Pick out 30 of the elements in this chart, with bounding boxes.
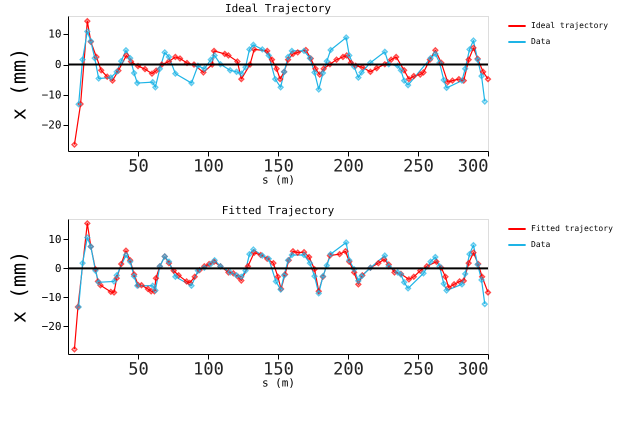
x-tick-label: 300 bbox=[458, 360, 488, 380]
x-tick-label: 150 bbox=[263, 156, 294, 176]
y-tick-label: 0 bbox=[54, 262, 62, 275]
y-tick-label: −10 bbox=[42, 290, 62, 304]
y-tick-label: 0 bbox=[54, 58, 62, 72]
x-axis-title: s (m) bbox=[262, 174, 296, 186]
y-tick-label: −20 bbox=[42, 320, 62, 333]
x-tick-label: 150 bbox=[263, 360, 294, 380]
x-tick-label: 100 bbox=[193, 360, 224, 380]
x-tick-label: 200 bbox=[333, 156, 364, 176]
y-axis-title: x (mm) bbox=[6, 48, 31, 120]
x-axis-title: s (m) bbox=[262, 376, 296, 390]
x-tick-label: 200 bbox=[333, 360, 364, 380]
x-tick-label: 50 bbox=[128, 156, 149, 176]
chart-title: Ideal Trajectory bbox=[225, 2, 332, 15]
legend-label: Data bbox=[531, 37, 550, 46]
y-axis-title: x (mm) bbox=[6, 250, 31, 324]
x-tick-label: 250 bbox=[403, 360, 434, 380]
y-tick-label: −20 bbox=[42, 118, 62, 132]
x-tick-label: 300 bbox=[458, 156, 488, 176]
y-tick-label: 10 bbox=[48, 28, 62, 41]
legend-label: Fitted trajectory bbox=[531, 224, 614, 233]
chart-title: Fitted Trajectory bbox=[222, 204, 335, 218]
legend-label: Ideal trajectory bbox=[531, 21, 608, 30]
legend-label: Data bbox=[531, 240, 550, 249]
x-tick-label: 250 bbox=[403, 156, 434, 176]
x-tick-label: 50 bbox=[128, 360, 149, 380]
y-tick-label: −10 bbox=[42, 88, 62, 102]
y-tick-label: 10 bbox=[48, 232, 62, 246]
x-tick-label: 100 bbox=[193, 156, 224, 176]
